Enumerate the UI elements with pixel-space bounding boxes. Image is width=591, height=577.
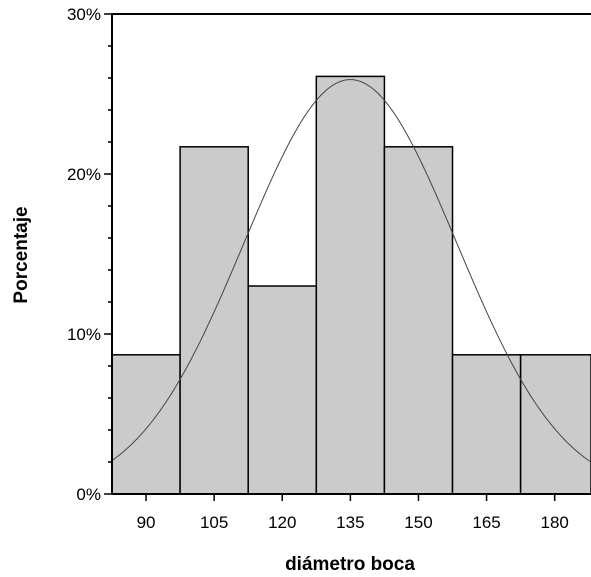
- histogram-bar-2: [179, 146, 249, 495]
- x-tick-label: 105: [200, 513, 228, 532]
- y-axis-title: Porcentaje: [11, 206, 32, 303]
- x-tick-label: 180: [540, 513, 568, 532]
- histogram-bar-1: [111, 354, 181, 495]
- y-tick-label: 10%: [67, 325, 101, 344]
- normal-curve: [111, 79, 591, 462]
- x-tick-label: 165: [472, 513, 500, 532]
- bars-group: [111, 75, 591, 495]
- x-tick-label: 120: [268, 513, 296, 532]
- histogram-bar-3: [247, 285, 318, 495]
- x-tick-label: 150: [404, 513, 432, 532]
- histogram-bar-7: [519, 354, 591, 495]
- x-axis-ticks: 90 105 120 135 150 165 180: [137, 494, 569, 532]
- histogram-bar-6: [451, 354, 522, 495]
- y-tick-label: 20%: [67, 165, 101, 184]
- x-tick-label: 135: [336, 513, 364, 532]
- y-tick-label: 0%: [76, 485, 101, 504]
- histogram-bar-4: [315, 75, 386, 495]
- y-axis-ticks: 0% 10% 20% 30%: [67, 5, 112, 504]
- histogram-bar-5: [383, 146, 454, 495]
- plot-frame: [111, 13, 591, 495]
- y-tick-label: 30%: [67, 5, 101, 24]
- x-tick-label: 90: [137, 513, 156, 532]
- x-axis-title: diámetro boca: [285, 554, 415, 575]
